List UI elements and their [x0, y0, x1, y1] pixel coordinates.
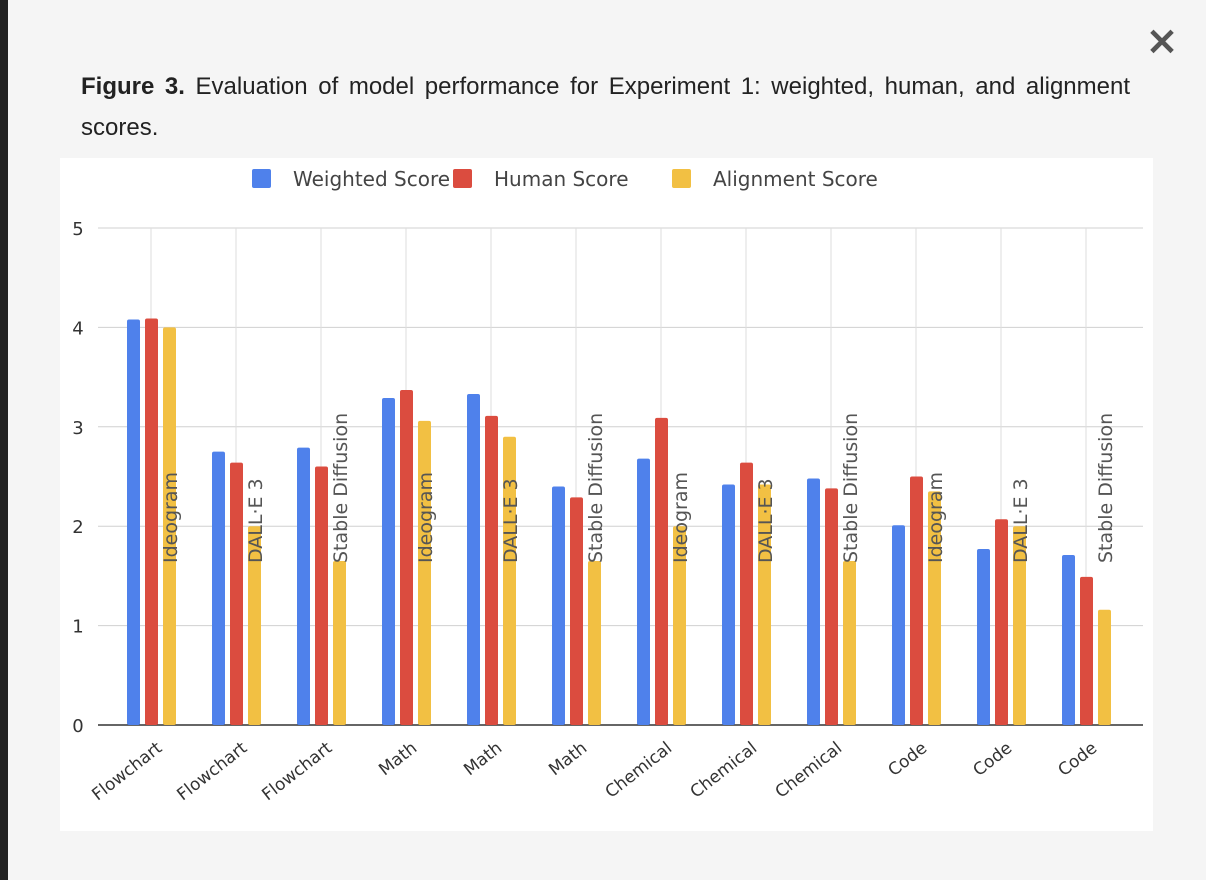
bar	[1098, 609, 1111, 725]
caption-text: Evaluation of model performance for Expe…	[81, 73, 1130, 141]
bar	[825, 488, 838, 725]
model-label: DALL·E 3	[245, 478, 267, 563]
legend-swatch	[252, 169, 271, 188]
bar	[807, 478, 820, 725]
bar	[1080, 576, 1093, 725]
model-label: Ideogram	[925, 472, 947, 563]
category-label: Math	[545, 738, 591, 780]
category-label: Flowchart	[88, 738, 166, 805]
bar	[995, 519, 1008, 725]
bar	[843, 560, 856, 725]
category-label: Math	[460, 738, 506, 780]
bar	[212, 451, 225, 725]
bar	[418, 420, 431, 725]
y-tick-label: 0	[72, 716, 83, 737]
bar	[248, 526, 261, 725]
model-label: DALL·E 3	[755, 478, 777, 563]
legend-label: Alignment Score	[713, 167, 878, 191]
caption-label: Figure 3.	[81, 73, 185, 100]
model-label: Ideogram	[670, 472, 692, 563]
model-label: Ideogram	[415, 472, 437, 563]
close-icon[interactable]: ×	[1145, 18, 1179, 64]
model-label: DALL·E 3	[1010, 478, 1032, 563]
bar	[297, 447, 310, 725]
window-edge	[0, 0, 8, 880]
legend-swatch	[672, 169, 691, 188]
model-label: Stable Diffusion	[585, 413, 607, 563]
bar	[928, 491, 941, 725]
model-label: Stable Diffusion	[330, 413, 352, 563]
bar	[400, 390, 413, 725]
bar	[637, 458, 650, 725]
bar-chart: 0 1 2 3 4 5 Weighted Score Human Score Alignment…	[72, 167, 1143, 805]
bar	[655, 417, 668, 725]
model-label: Stable Diffusion	[840, 413, 862, 563]
bar	[145, 318, 158, 725]
category-label: Code	[884, 738, 931, 781]
model-label: Stable Diffusion	[1095, 413, 1117, 563]
category-label: Chemical	[772, 738, 846, 802]
bar	[503, 436, 516, 725]
y-tick-label: 3	[72, 418, 83, 439]
bar	[485, 415, 498, 725]
bar	[163, 327, 176, 725]
bar	[127, 319, 140, 725]
chart-card: 0 1 2 3 4 5 Weighted Score Human Score Alignment…	[60, 158, 1153, 831]
category-label: Code	[969, 738, 1016, 781]
legend-label: Weighted Score	[293, 167, 450, 191]
bar	[552, 486, 565, 725]
bar	[722, 484, 735, 725]
y-tick-label: 1	[72, 617, 83, 638]
bar	[467, 393, 480, 725]
category-label: Code	[1054, 738, 1101, 781]
bar	[1013, 526, 1026, 725]
category-label: Math	[375, 738, 421, 780]
bar	[758, 484, 771, 725]
bar	[588, 560, 601, 725]
y-tick-label: 5	[72, 219, 83, 240]
bar	[230, 462, 243, 725]
bar	[315, 466, 328, 725]
bar	[382, 397, 395, 725]
y-tick-label: 4	[72, 318, 83, 339]
y-tick-label: 2	[72, 517, 83, 538]
legend-swatch	[453, 169, 472, 188]
bar	[570, 497, 583, 725]
model-label: Ideogram	[160, 472, 182, 563]
bar	[740, 462, 753, 725]
category-label: Flowchart	[173, 738, 251, 805]
bar	[673, 526, 686, 725]
figure-caption: Figure 3. Evaluation of model performanc…	[81, 66, 1130, 148]
bar	[892, 525, 905, 725]
bar	[910, 476, 923, 725]
legend-label: Human Score	[494, 167, 629, 191]
category-label: Chemical	[602, 738, 676, 802]
bar	[333, 560, 346, 725]
bar	[977, 549, 990, 725]
bar	[1062, 555, 1075, 725]
model-label: DALL·E 3	[500, 478, 522, 563]
category-label: Chemical	[687, 738, 761, 802]
category-label: Flowchart	[258, 738, 336, 805]
